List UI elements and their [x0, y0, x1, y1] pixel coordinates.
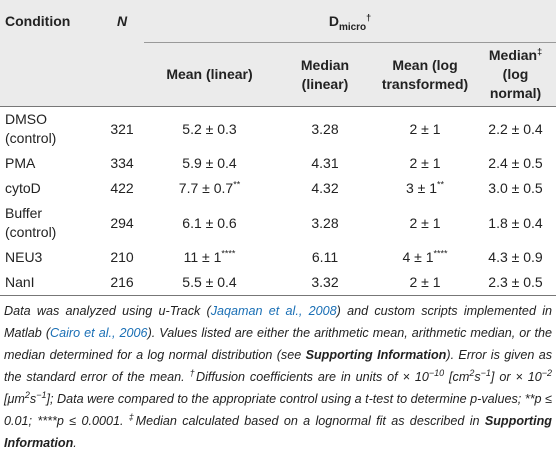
value-cell: 3.0 ± 0.5	[488, 180, 543, 196]
table-header: Condition N Dmicro† Mean (linear) Median…	[0, 0, 556, 107]
value-text: 11 ± 1	[183, 249, 222, 265]
footnote-bold: Supporting Information	[305, 348, 447, 362]
value-cell: 4 ± 1****	[375, 245, 475, 270]
value-cell: 6.11	[311, 249, 339, 265]
value-cell: 2 ± 1	[409, 155, 441, 171]
value-text: 7.7 ± 0.7	[178, 180, 234, 196]
footnote-text: Data was analyzed using u-Track (	[4, 304, 211, 318]
column-header: Median‡ (log normal)	[475, 43, 556, 107]
header-n: N	[116, 13, 128, 29]
footnote-text: ]; Data were compared to the appropriate…	[4, 392, 552, 428]
value-text: 3 ± 1	[405, 180, 438, 196]
value-cell: 7.7 ± 0.7**	[144, 176, 275, 201]
value-cell: 6.1 ± 0.6	[182, 214, 237, 231]
data-table: Condition N Dmicro† Mean (linear) Median…	[0, 0, 556, 296]
condition-cell: NEU3	[5, 249, 43, 265]
footnote-sup: 2	[469, 367, 475, 378]
footnote-text: ) and custom scripts implemented in Matl…	[4, 304, 553, 340]
column-header: Mean (linear)	[166, 66, 253, 82]
dmicro-sup: †	[366, 11, 372, 22]
footnote-text: ] or × 10	[490, 370, 542, 384]
value-cell: 3 ± 1**	[375, 176, 475, 201]
footnote-sup: ‡	[128, 411, 136, 422]
value-cell: 11 ± 1****	[144, 245, 275, 270]
table-row: NEU3 210 11 ± 1**** 6.11 4 ± 1**** 4.3 ± 0.9	[0, 245, 556, 270]
condition-cell: DMSO (control)	[5, 111, 57, 146]
footnote: Data was analyzed using u-Track (Jaqaman…	[0, 296, 556, 454]
condition-cell: NanI	[5, 274, 35, 290]
value-cell: 3.28	[311, 214, 339, 231]
dmicro-base: D	[328, 12, 339, 29]
table-body: DMSO (control) 321 5.2 ± 0.3 3.28 2 ± 1 2.2 ±…	[0, 107, 556, 296]
footnote-text: s	[29, 392, 37, 406]
table-row: DMSO (control) 321 5.2 ± 0.3 3.28 2 ± 1 2.2 ±…	[0, 107, 556, 152]
footnote-text: s	[474, 370, 481, 384]
header-condition: Condition	[5, 13, 71, 29]
column-header-rest: (log normal)	[489, 66, 542, 101]
column-header: Median (linear)	[300, 56, 350, 92]
value-cell: 2.4 ± 0.5	[488, 155, 543, 171]
footnote-sup: †	[189, 367, 197, 378]
n-cell: 321	[110, 120, 134, 137]
footnote-text: ). Values listed are either the arithmet…	[4, 326, 552, 362]
value-cell: 2.3 ± 0.5	[488, 274, 543, 290]
table-row: PMA 334 5.9 ± 0.4 4.31 2 ± 1 2.4 ± 0.5	[0, 151, 556, 176]
value-cell: 2.2 ± 0.4	[488, 120, 543, 137]
significance-mark: ****	[221, 248, 236, 259]
column-header-text: Median	[488, 47, 538, 63]
value-cell: 4.32	[311, 180, 339, 196]
column-header: Mean (log transformed)	[381, 56, 469, 92]
dmicro-sub: micro	[338, 21, 367, 33]
table-row: cytoD 422 7.7 ± 0.7** 4.32 3 ± 1** 3.0 ± 0.5	[0, 176, 556, 201]
footnote-sup: −10	[428, 367, 445, 378]
n-cell: 210	[110, 249, 134, 265]
condition-cell: cytoD	[5, 180, 41, 196]
value-cell: 3.28	[311, 120, 339, 137]
footnote-text: [cm	[444, 370, 470, 384]
footnote-text: ). Error is given as the standard error …	[4, 348, 552, 384]
value-cell: 2 ± 1	[409, 120, 441, 137]
footnote-sup: −1	[36, 389, 47, 400]
citation-link[interactable]: Jaqaman et al., 2008	[210, 304, 337, 318]
n-cell: 422	[110, 180, 134, 196]
significance-mark: ****	[433, 248, 448, 259]
footnote-sup: −2	[541, 367, 552, 378]
footnote-sup: 2	[24, 389, 30, 400]
value-cell: 4.31	[311, 155, 339, 171]
column-header-sup: ‡	[537, 46, 543, 57]
footnote-sup: −1	[480, 367, 491, 378]
table-row: Buffer (control) 294 6.1 ± 0.6 3.28 2 ± 1 1.8…	[0, 201, 556, 245]
value-cell: 1.8 ± 0.4	[488, 214, 543, 231]
significance-mark: **	[233, 179, 241, 190]
value-cell: 5.5 ± 0.4	[182, 274, 237, 290]
citation-link[interactable]: Cairo et al., 2006	[50, 326, 148, 340]
significance-mark: **	[437, 179, 445, 190]
footnote-text: .	[73, 436, 77, 450]
value-cell: 5.2 ± 0.3	[182, 120, 237, 137]
value-cell: 5.9 ± 0.4	[182, 155, 237, 171]
footnote-bold: Supporting Information	[4, 414, 552, 450]
value-cell: 2 ± 1	[409, 214, 441, 231]
value-cell: 2 ± 1	[409, 274, 441, 290]
value-text: 4 ± 1	[402, 249, 434, 265]
footnote-text: [μm	[4, 392, 25, 406]
condition-cell: Buffer (control)	[5, 205, 57, 240]
value-cell: 3.32	[311, 274, 339, 290]
condition-cell: PMA	[5, 155, 36, 171]
value-cell: 4.3 ± 0.9	[488, 249, 543, 265]
table-row: NanI 216 5.5 ± 0.4 3.32 2 ± 1 2.3 ± 0.5	[0, 270, 556, 296]
header-dmicro: Dmicro†	[144, 0, 556, 43]
n-cell: 294	[110, 214, 134, 231]
n-cell: 334	[110, 155, 134, 171]
n-cell: 216	[110, 274, 134, 290]
footnote-text: Diffusion coefficients are in units of ×…	[196, 370, 429, 384]
footnote-text: Median calculated based on a lognormal f…	[135, 414, 485, 428]
header-row: Condition N Dmicro†	[0, 0, 556, 43]
